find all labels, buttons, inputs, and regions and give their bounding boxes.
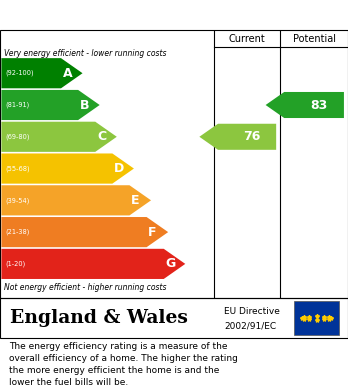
Text: 83: 83 (311, 99, 328, 111)
Polygon shape (1, 90, 100, 120)
Polygon shape (1, 249, 185, 279)
Polygon shape (1, 58, 82, 88)
Polygon shape (199, 124, 276, 150)
Polygon shape (1, 217, 168, 247)
Bar (294, 301, 339, 335)
Text: C: C (97, 130, 106, 143)
Text: (92-100): (92-100) (6, 70, 34, 77)
Text: D: D (114, 162, 124, 175)
Text: Current: Current (229, 34, 266, 44)
Text: (39-54): (39-54) (6, 197, 30, 204)
Polygon shape (1, 154, 134, 184)
Text: (69-80): (69-80) (6, 134, 30, 140)
Text: F: F (148, 226, 157, 239)
Text: Very energy efficient - lower running costs: Very energy efficient - lower running co… (4, 49, 167, 58)
Text: (55-68): (55-68) (6, 165, 30, 172)
Text: (81-91): (81-91) (6, 102, 30, 108)
Polygon shape (1, 122, 117, 152)
Text: The energy efficiency rating is a measure of the
overall efficiency of a home. T: The energy efficiency rating is a measur… (9, 342, 238, 387)
Text: England & Wales: England & Wales (10, 309, 188, 327)
Polygon shape (1, 185, 151, 215)
Text: E: E (131, 194, 140, 207)
Text: Potential: Potential (293, 34, 335, 44)
Text: A: A (63, 67, 72, 80)
Text: Energy Efficiency Rating: Energy Efficiency Rating (9, 7, 219, 23)
Text: B: B (80, 99, 89, 111)
Text: (21-38): (21-38) (6, 229, 30, 235)
Text: (1-20): (1-20) (6, 261, 26, 267)
Text: EU Directive: EU Directive (224, 307, 280, 316)
Polygon shape (266, 92, 344, 118)
Text: 76: 76 (244, 130, 261, 143)
Text: Not energy efficient - higher running costs: Not energy efficient - higher running co… (4, 283, 167, 292)
Text: 2002/91/EC: 2002/91/EC (224, 321, 277, 330)
Text: G: G (165, 257, 176, 271)
